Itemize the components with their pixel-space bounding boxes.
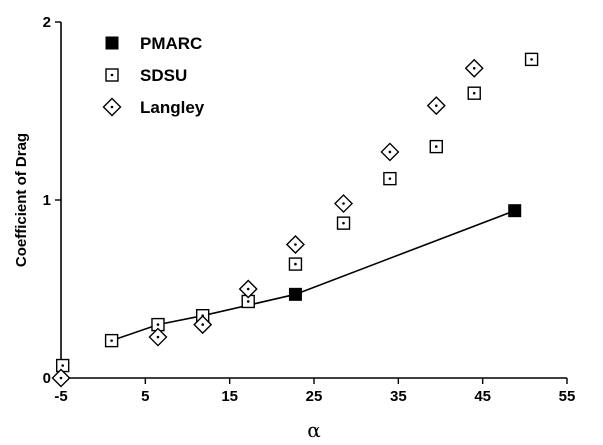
legend-marker-pmarc (105, 36, 119, 50)
legend-marker-sdsu (105, 68, 119, 82)
x-tick-label: 35 (390, 388, 407, 405)
axes (60, 22, 567, 379)
point-sdsu (55, 358, 70, 373)
legend-label-langley: Langley (140, 98, 205, 117)
point-langley (426, 96, 446, 116)
data-points (51, 52, 539, 388)
point-sdsu (104, 333, 119, 348)
point-langley (238, 279, 258, 299)
point-sdsu (288, 257, 303, 271)
y-axis-label: Coefficient of Drag (13, 133, 30, 267)
legend-label-sdsu: SDSU (140, 66, 187, 85)
y-tick-label: 2 (43, 14, 51, 31)
point-sdsu (336, 216, 351, 230)
point-pmarc (508, 204, 522, 218)
series-line-pmarc (111, 209, 515, 342)
point-langley (148, 327, 168, 347)
point-langley (285, 235, 305, 254)
y-tick-label: 0 (43, 370, 51, 387)
series-lines (111, 209, 515, 342)
y-ticks: 0 1 2 (43, 14, 61, 387)
x-tick-label: 25 (306, 388, 323, 405)
point-langley (334, 194, 354, 214)
point-langley (51, 368, 71, 388)
point-sdsu (524, 52, 539, 67)
point-langley (380, 142, 400, 162)
x-axis-label: α (307, 418, 321, 442)
legend-label-pmarc: PMARC (140, 34, 202, 53)
point-sdsu (383, 171, 397, 186)
y-tick-label: 1 (43, 192, 51, 209)
x-ticks: -5 5 15 25 35 45 55 (54, 378, 575, 405)
point-pmarc (288, 287, 302, 301)
point-sdsu (467, 86, 481, 100)
legend-marker-langley (102, 97, 122, 117)
point-langley (464, 58, 484, 78)
x-tick-label: 15 (221, 388, 238, 405)
legend: PMARC SDSU Langley (102, 34, 205, 117)
point-langley (193, 315, 213, 335)
x-tick-label: -5 (54, 388, 67, 405)
x-tick-label: 45 (474, 388, 491, 405)
x-tick-label: 5 (141, 388, 149, 405)
x-tick-label: 55 (559, 388, 576, 405)
point-sdsu (429, 139, 443, 154)
